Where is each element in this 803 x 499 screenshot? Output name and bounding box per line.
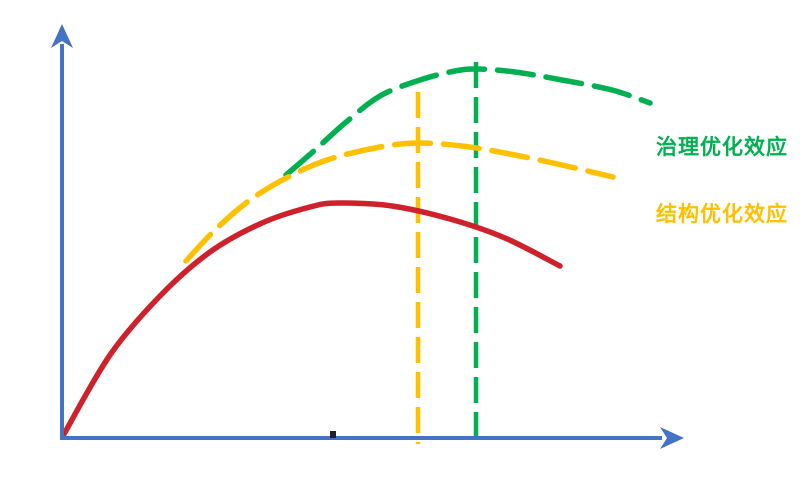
governance-curve-label: 治理优化效应 <box>656 135 788 159</box>
structure-curve-label: 结构优化效应 <box>656 202 788 226</box>
x-axis-arrow-icon <box>660 427 684 449</box>
y-axis-arrow-icon <box>51 24 73 48</box>
base-curve <box>61 200 563 437</box>
structure-curve <box>183 140 616 264</box>
governance-curve <box>283 66 653 178</box>
